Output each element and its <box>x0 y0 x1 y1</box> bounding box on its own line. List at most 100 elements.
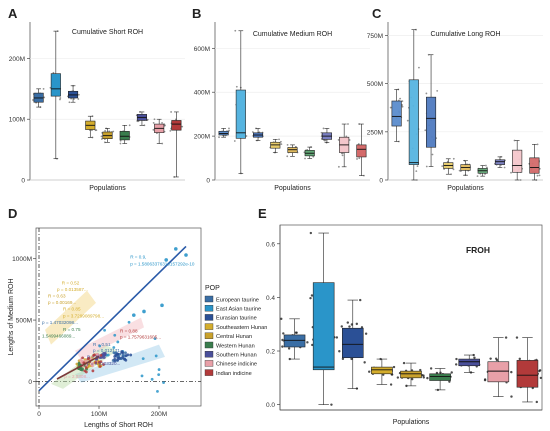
scatter-point <box>114 353 118 357</box>
x-tick-label: 200M <box>151 411 167 418</box>
jitter-point <box>401 100 404 103</box>
scatter-point <box>114 351 117 355</box>
jitter-point <box>287 347 291 350</box>
confidence-band <box>75 317 144 360</box>
scatter-point <box>174 247 178 251</box>
jitter-point <box>347 123 349 125</box>
legend-swatch <box>204 295 214 303</box>
scatter-point <box>127 320 131 324</box>
jitter-point <box>515 336 519 339</box>
scatter-point <box>184 253 188 257</box>
y-tick-label: 750M <box>367 33 383 40</box>
scatter-point <box>102 351 106 355</box>
jitter-point <box>286 155 289 158</box>
jitter-point <box>170 111 173 113</box>
legend-label: Western Hunan <box>216 343 255 349</box>
jitter-point <box>483 378 487 381</box>
box-1 <box>283 334 306 348</box>
jitter-point <box>338 350 341 353</box>
y-tick-label: 1000M <box>12 256 32 263</box>
jitter-point <box>406 119 409 122</box>
jitter-point <box>489 357 492 360</box>
scatter-point <box>86 357 90 361</box>
legend-swatch <box>204 341 214 349</box>
scatter-point <box>79 358 83 362</box>
panel-letter-b: B <box>192 6 201 21</box>
jitter-point <box>280 143 283 146</box>
confidence-band <box>75 344 165 383</box>
jitter-point <box>427 53 430 56</box>
jitter-point <box>68 101 71 104</box>
box-7 <box>458 358 481 367</box>
jitter-point <box>425 92 428 95</box>
stat-annotation: p = 0.00169... <box>48 300 76 305</box>
legend-label: Southern Hunan <box>216 353 257 359</box>
jitter-point <box>519 179 522 181</box>
jitter-point <box>100 138 103 140</box>
jitter-point <box>346 321 349 324</box>
y-tick-label: 0.6 <box>266 241 275 248</box>
scatter-point <box>84 359 88 363</box>
jitter-point <box>340 325 343 328</box>
box-6 <box>119 131 130 141</box>
jitter-point <box>418 66 420 69</box>
jitter-point <box>355 322 359 326</box>
jitter-point <box>32 99 34 101</box>
jitter-point <box>295 331 298 334</box>
legend-swatch <box>204 332 214 339</box>
y-tick-label: 500M <box>16 318 32 325</box>
jitter-point <box>513 139 516 142</box>
plot-border <box>279 224 543 411</box>
box-6 <box>429 373 451 381</box>
y-tick-label: 400M <box>194 90 210 97</box>
box-5 <box>400 370 422 379</box>
jitter-point <box>310 294 314 297</box>
stat-annotation: R = 0.52 <box>62 280 80 285</box>
jitter-point <box>536 174 539 177</box>
box-2 <box>408 79 419 165</box>
scatter-point <box>116 353 120 356</box>
jitter-point <box>143 124 146 127</box>
jitter-point <box>410 377 414 381</box>
legend-label: Central Hunan <box>216 334 252 340</box>
jitter-point <box>104 129 107 132</box>
jitter-point <box>42 87 45 90</box>
jitter-point <box>356 158 358 160</box>
scatter-point <box>95 352 99 356</box>
scatter-point <box>84 366 88 370</box>
legend-label: Southeastern Hunan <box>216 325 267 331</box>
scatter-point <box>75 362 79 366</box>
panel-c-chart: 0 250M 500M 750M Cumulative Long ROH Populati… <box>367 22 543 192</box>
scatter-point <box>116 340 120 344</box>
jitter-point <box>77 93 80 96</box>
legend-swatch <box>204 360 214 367</box>
regression-line <box>56 355 100 380</box>
legend-label: Chinese indicine <box>216 362 257 368</box>
stat-annotation: p = 3.7299089798... <box>63 313 104 318</box>
scatter-point <box>103 328 106 332</box>
jitter-point <box>476 175 479 178</box>
jitter-point <box>251 131 254 133</box>
scatter-point <box>94 361 98 364</box>
x-axis-label: Populations <box>89 185 126 192</box>
scatter-point <box>113 357 117 361</box>
stat-annotation: p = 2.0308... <box>64 374 90 379</box>
panel-letter-e: E <box>258 206 267 221</box>
jitter-point <box>282 332 285 335</box>
jitter-point <box>218 136 220 139</box>
box-2 <box>50 73 61 97</box>
x-axis-label: Populations <box>447 185 484 192</box>
jitter-point <box>415 179 418 181</box>
jitter-point <box>494 357 498 360</box>
box-2 <box>235 89 246 139</box>
jitter-point <box>402 361 406 365</box>
x-axis-label: Populations <box>393 419 430 426</box>
legend-swatch <box>204 351 214 358</box>
legend-label: East Asian taurine <box>216 307 261 313</box>
jitter-point <box>426 376 429 380</box>
jitter-point <box>128 124 131 127</box>
jitter-point <box>341 154 344 157</box>
jitter-point <box>235 85 238 88</box>
jitter-point <box>278 138 280 141</box>
